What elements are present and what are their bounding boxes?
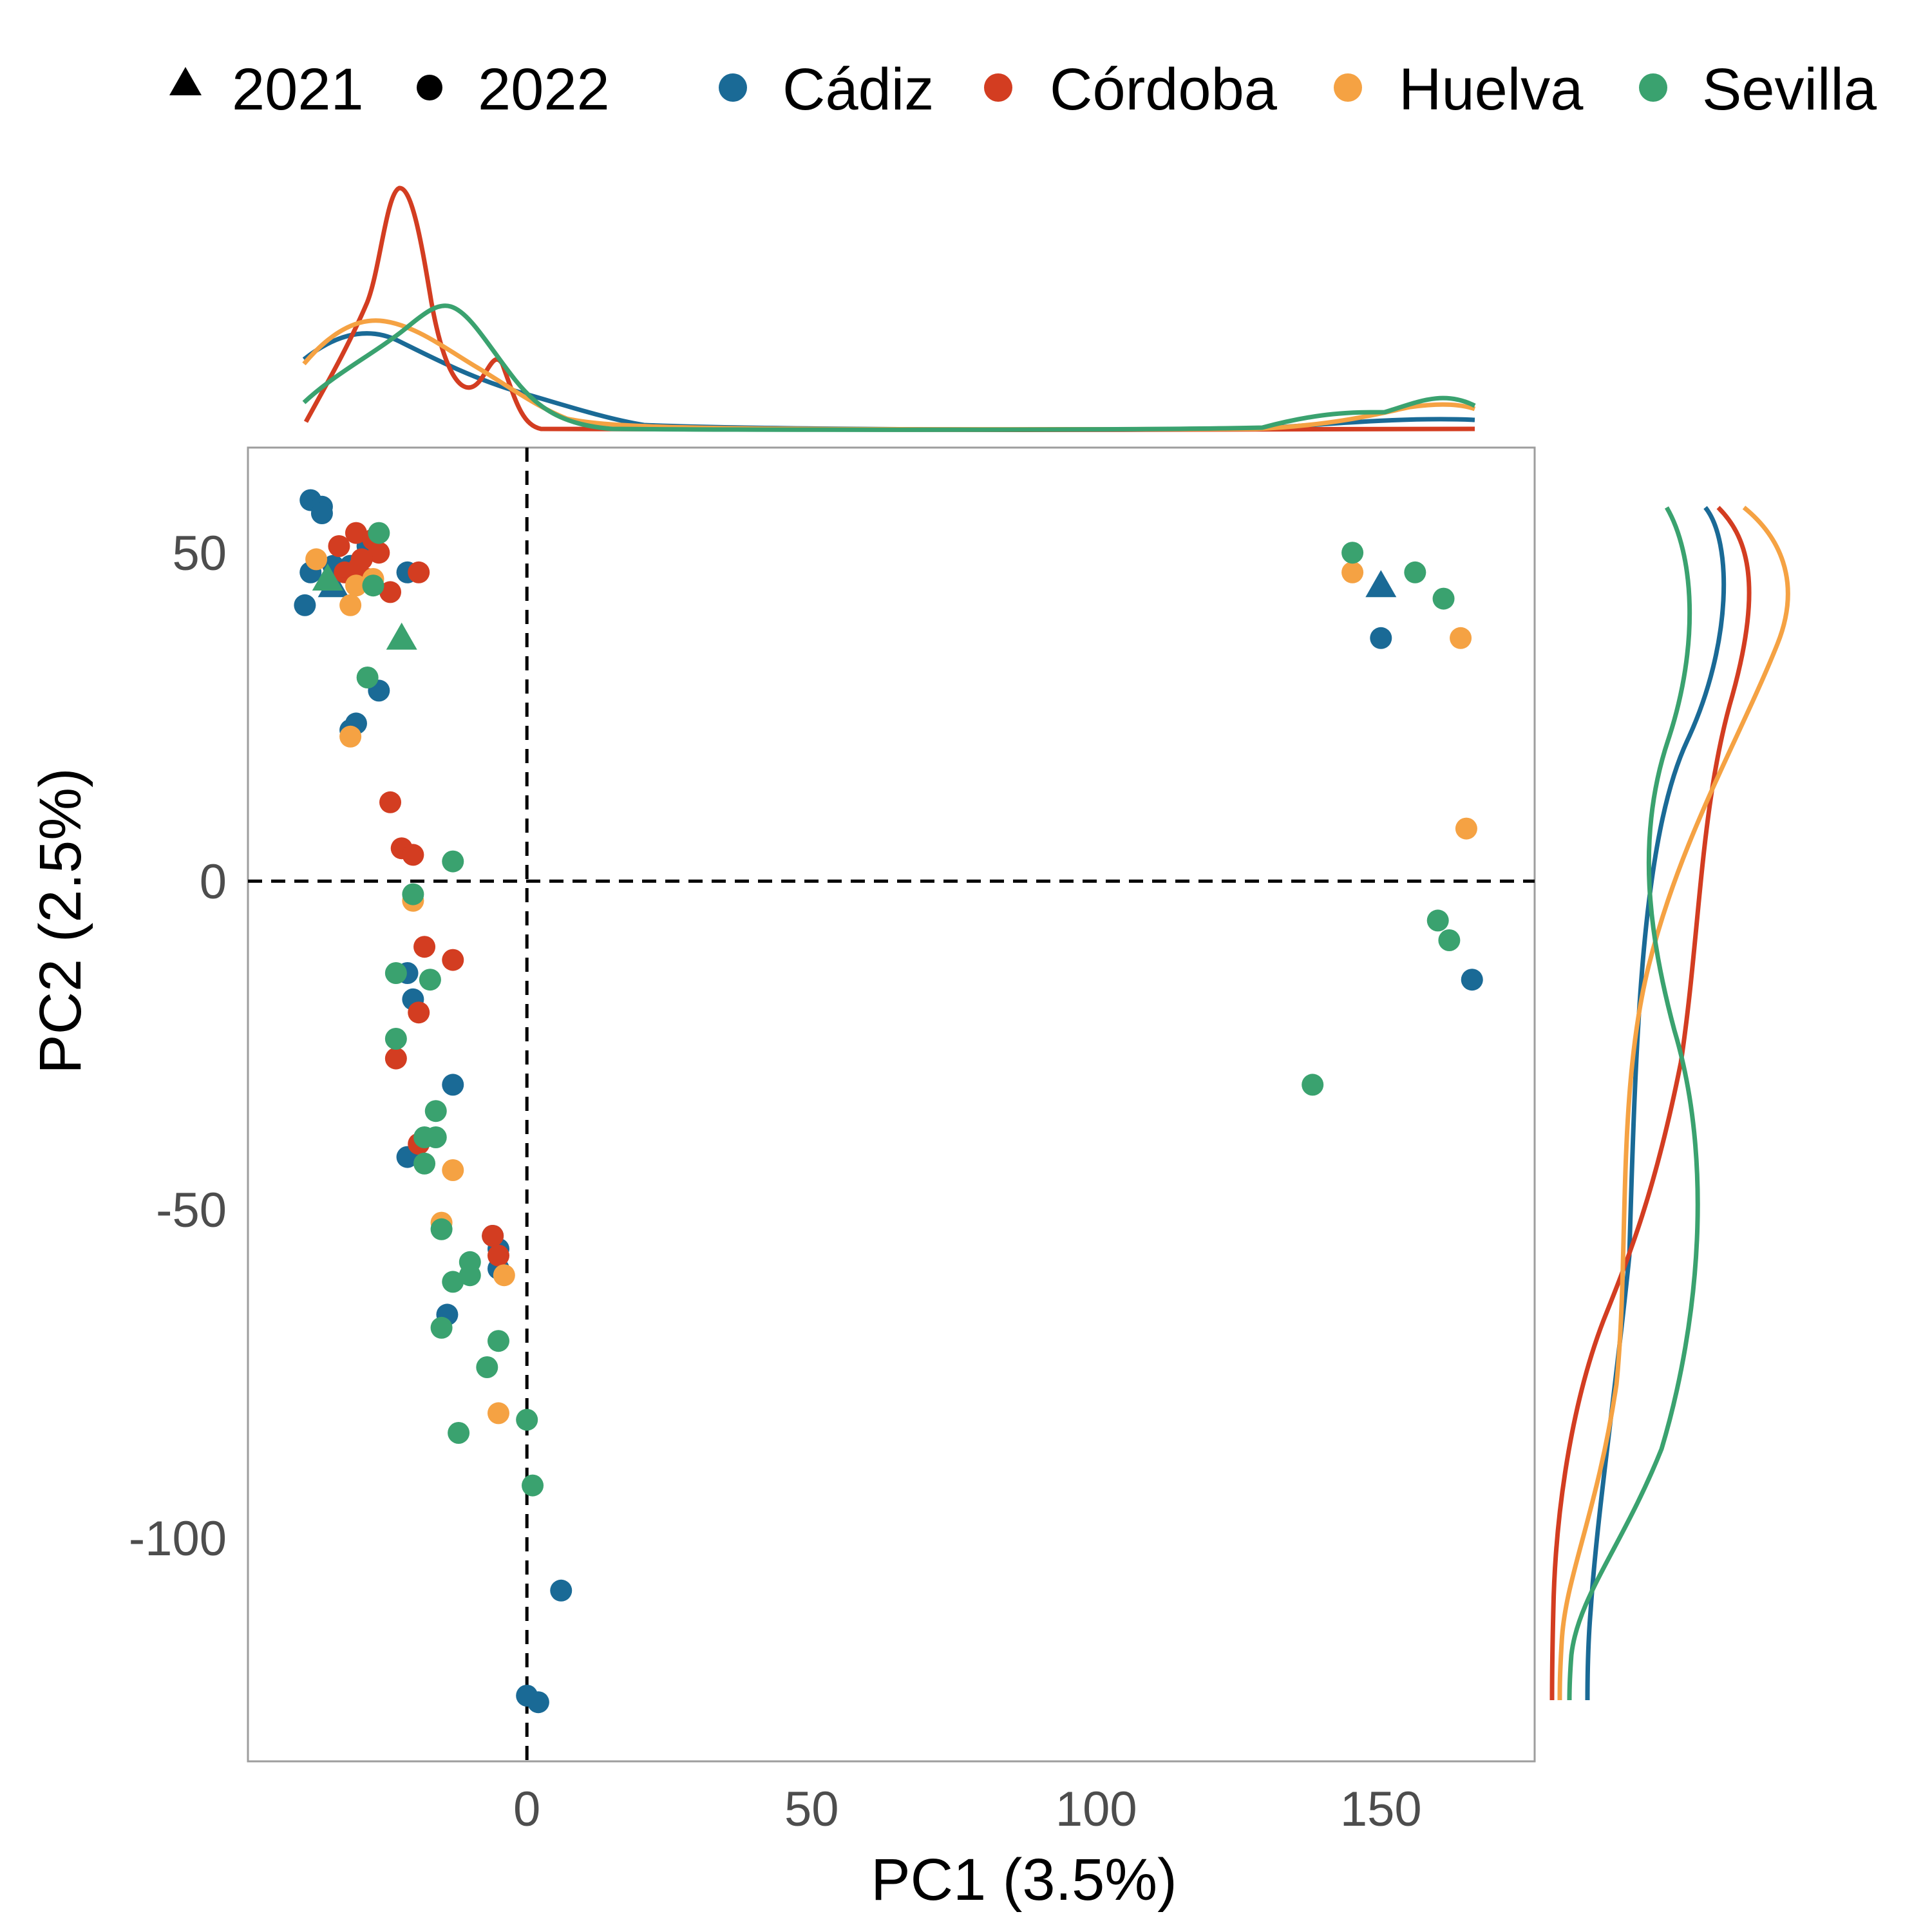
point-sevilla-2022-6 bbox=[419, 969, 441, 991]
point-huelva-2022-9 bbox=[487, 1402, 509, 1425]
point-sevilla-2022-18 bbox=[430, 1316, 453, 1339]
point-sevilla-2022-3 bbox=[442, 850, 464, 873]
point-cordoba-2022-2 bbox=[368, 542, 390, 564]
point-cadiz-2022-2 bbox=[310, 502, 333, 524]
point-sevilla-2022-14 bbox=[442, 1271, 464, 1293]
point-cadiz-2022-7 bbox=[294, 594, 316, 616]
top-density-cordoba bbox=[303, 185, 1475, 432]
top-density-sevilla bbox=[302, 303, 1476, 432]
legend-2021-label: 2021 bbox=[232, 57, 364, 122]
y-tick-label-50: 50 bbox=[172, 526, 227, 581]
data-points bbox=[294, 489, 1483, 1714]
point-huelva-2022-1 bbox=[339, 594, 362, 616]
point-huelva-2022-6 bbox=[442, 1159, 464, 1181]
right-density-huelva bbox=[1557, 506, 1790, 1701]
point-sevilla-2021-1 bbox=[386, 622, 417, 650]
x-tick-label-50: 50 bbox=[784, 1782, 839, 1837]
legend-cordoba-label: Córdoba bbox=[1050, 57, 1278, 122]
point-sevilla-2022-11 bbox=[413, 1152, 436, 1175]
point-cordoba-2022-12 bbox=[413, 936, 436, 958]
point-cadiz-2022-22 bbox=[550, 1579, 573, 1602]
point-huelva-2022-4 bbox=[339, 725, 362, 748]
point-sevilla-2022-4 bbox=[402, 883, 424, 905]
y-tick-label-minus-50: -50 bbox=[156, 1183, 227, 1238]
point-huelva-2022-2 bbox=[345, 574, 367, 597]
top-density-huelva bbox=[302, 318, 1476, 432]
point-cordoba-2022-9 bbox=[379, 791, 402, 813]
y-tick-label-minus-100: -100 bbox=[129, 1511, 227, 1566]
point-cordoba-2022-3 bbox=[328, 535, 350, 557]
point-cadiz-2022-14 bbox=[442, 1074, 464, 1096]
legend: 2021 2022 Cádiz Córdoba Huelva Sevilla bbox=[169, 57, 1877, 122]
point-sevilla-2022-0 bbox=[368, 522, 390, 544]
point-sevilla-2022-1 bbox=[362, 574, 384, 597]
legend-cordoba-swatch bbox=[984, 73, 1012, 102]
legend-huelva-label: Huelva bbox=[1399, 57, 1584, 122]
point-cordoba-2022-14 bbox=[408, 1001, 430, 1024]
point-sevilla-2022-2 bbox=[356, 667, 379, 688]
point-sevilla-2021-0 bbox=[312, 564, 343, 591]
legend-huelva-swatch bbox=[1334, 73, 1362, 102]
plot-panel-border bbox=[247, 446, 1536, 1763]
point-sevilla-2022-17 bbox=[476, 1356, 498, 1378]
point-cordoba-2022-8 bbox=[408, 561, 430, 583]
point-sevilla-2022-26 bbox=[1438, 929, 1461, 951]
legend-2022-label: 2022 bbox=[478, 57, 610, 122]
legend-2021-triangle bbox=[169, 67, 202, 95]
point-cordoba-2022-15 bbox=[384, 1047, 407, 1070]
point-sevilla-2022-10 bbox=[424, 1126, 447, 1148]
point-sevilla-2022-16 bbox=[487, 1330, 509, 1352]
point-sevilla-2022-24 bbox=[1432, 587, 1455, 610]
y-tick-label-0: 0 bbox=[200, 855, 227, 909]
point-cadiz-2022-24 bbox=[1461, 969, 1483, 991]
point-sevilla-2022-15 bbox=[459, 1264, 481, 1287]
point-cordoba-2022-17 bbox=[482, 1225, 504, 1247]
point-sevilla-2022-23 bbox=[1404, 561, 1426, 583]
point-sevilla-2022-21 bbox=[522, 1474, 544, 1497]
legend-cadiz-swatch bbox=[719, 73, 747, 102]
x-tick-label-100: 100 bbox=[1056, 1782, 1137, 1837]
point-sevilla-2022-8 bbox=[424, 1100, 447, 1122]
point-cordoba-2022-11 bbox=[402, 844, 424, 866]
point-huelva-2022-10 bbox=[1341, 561, 1364, 583]
point-cadiz-2022-23 bbox=[1370, 627, 1392, 649]
point-cadiz-2022-21 bbox=[527, 1691, 549, 1714]
right-density-cadiz bbox=[1585, 506, 1727, 1701]
legend-sevilla-swatch bbox=[1639, 73, 1667, 102]
x-axis-title: PC1 (3.5%) bbox=[871, 1847, 1177, 1913]
point-huelva-2022-12 bbox=[1455, 817, 1477, 840]
point-cadiz-2021-1 bbox=[1365, 570, 1397, 598]
point-sevilla-2022-25 bbox=[1426, 909, 1449, 932]
point-cordoba-2022-18 bbox=[487, 1244, 509, 1267]
y-axis-title: PC2 (2.5%) bbox=[28, 768, 93, 1074]
point-sevilla-2022-27 bbox=[1302, 1074, 1324, 1096]
legend-sevilla-label: Sevilla bbox=[1702, 57, 1877, 122]
point-cordoba-2022-7 bbox=[379, 581, 402, 603]
x-tick-label-0: 0 bbox=[513, 1782, 540, 1837]
point-sevilla-2022-22 bbox=[1341, 542, 1364, 564]
point-cordoba-2021-0 bbox=[340, 550, 372, 578]
right-density-sevilla bbox=[1567, 506, 1700, 1701]
point-cordoba-2022-13 bbox=[442, 949, 464, 971]
point-sevilla-2022-12 bbox=[430, 1218, 453, 1240]
legend-2022-circle bbox=[417, 75, 442, 100]
point-huelva-2022-8 bbox=[493, 1264, 515, 1287]
point-sevilla-2022-20 bbox=[516, 1408, 538, 1431]
top-marginal-density bbox=[302, 185, 1476, 432]
legend-cadiz-label: Cádiz bbox=[782, 57, 934, 122]
right-density-cordoba bbox=[1549, 506, 1752, 1701]
point-huelva-2022-0 bbox=[305, 548, 328, 571]
point-huelva-2022-11 bbox=[1450, 627, 1472, 649]
point-sevilla-2022-5 bbox=[384, 962, 407, 984]
right-marginal-density bbox=[1549, 506, 1790, 1701]
point-sevilla-2022-7 bbox=[384, 1028, 407, 1050]
x-tick-label-150: 150 bbox=[1340, 1782, 1422, 1837]
point-sevilla-2022-19 bbox=[448, 1422, 470, 1444]
point-cordoba-2022-0 bbox=[345, 522, 367, 544]
